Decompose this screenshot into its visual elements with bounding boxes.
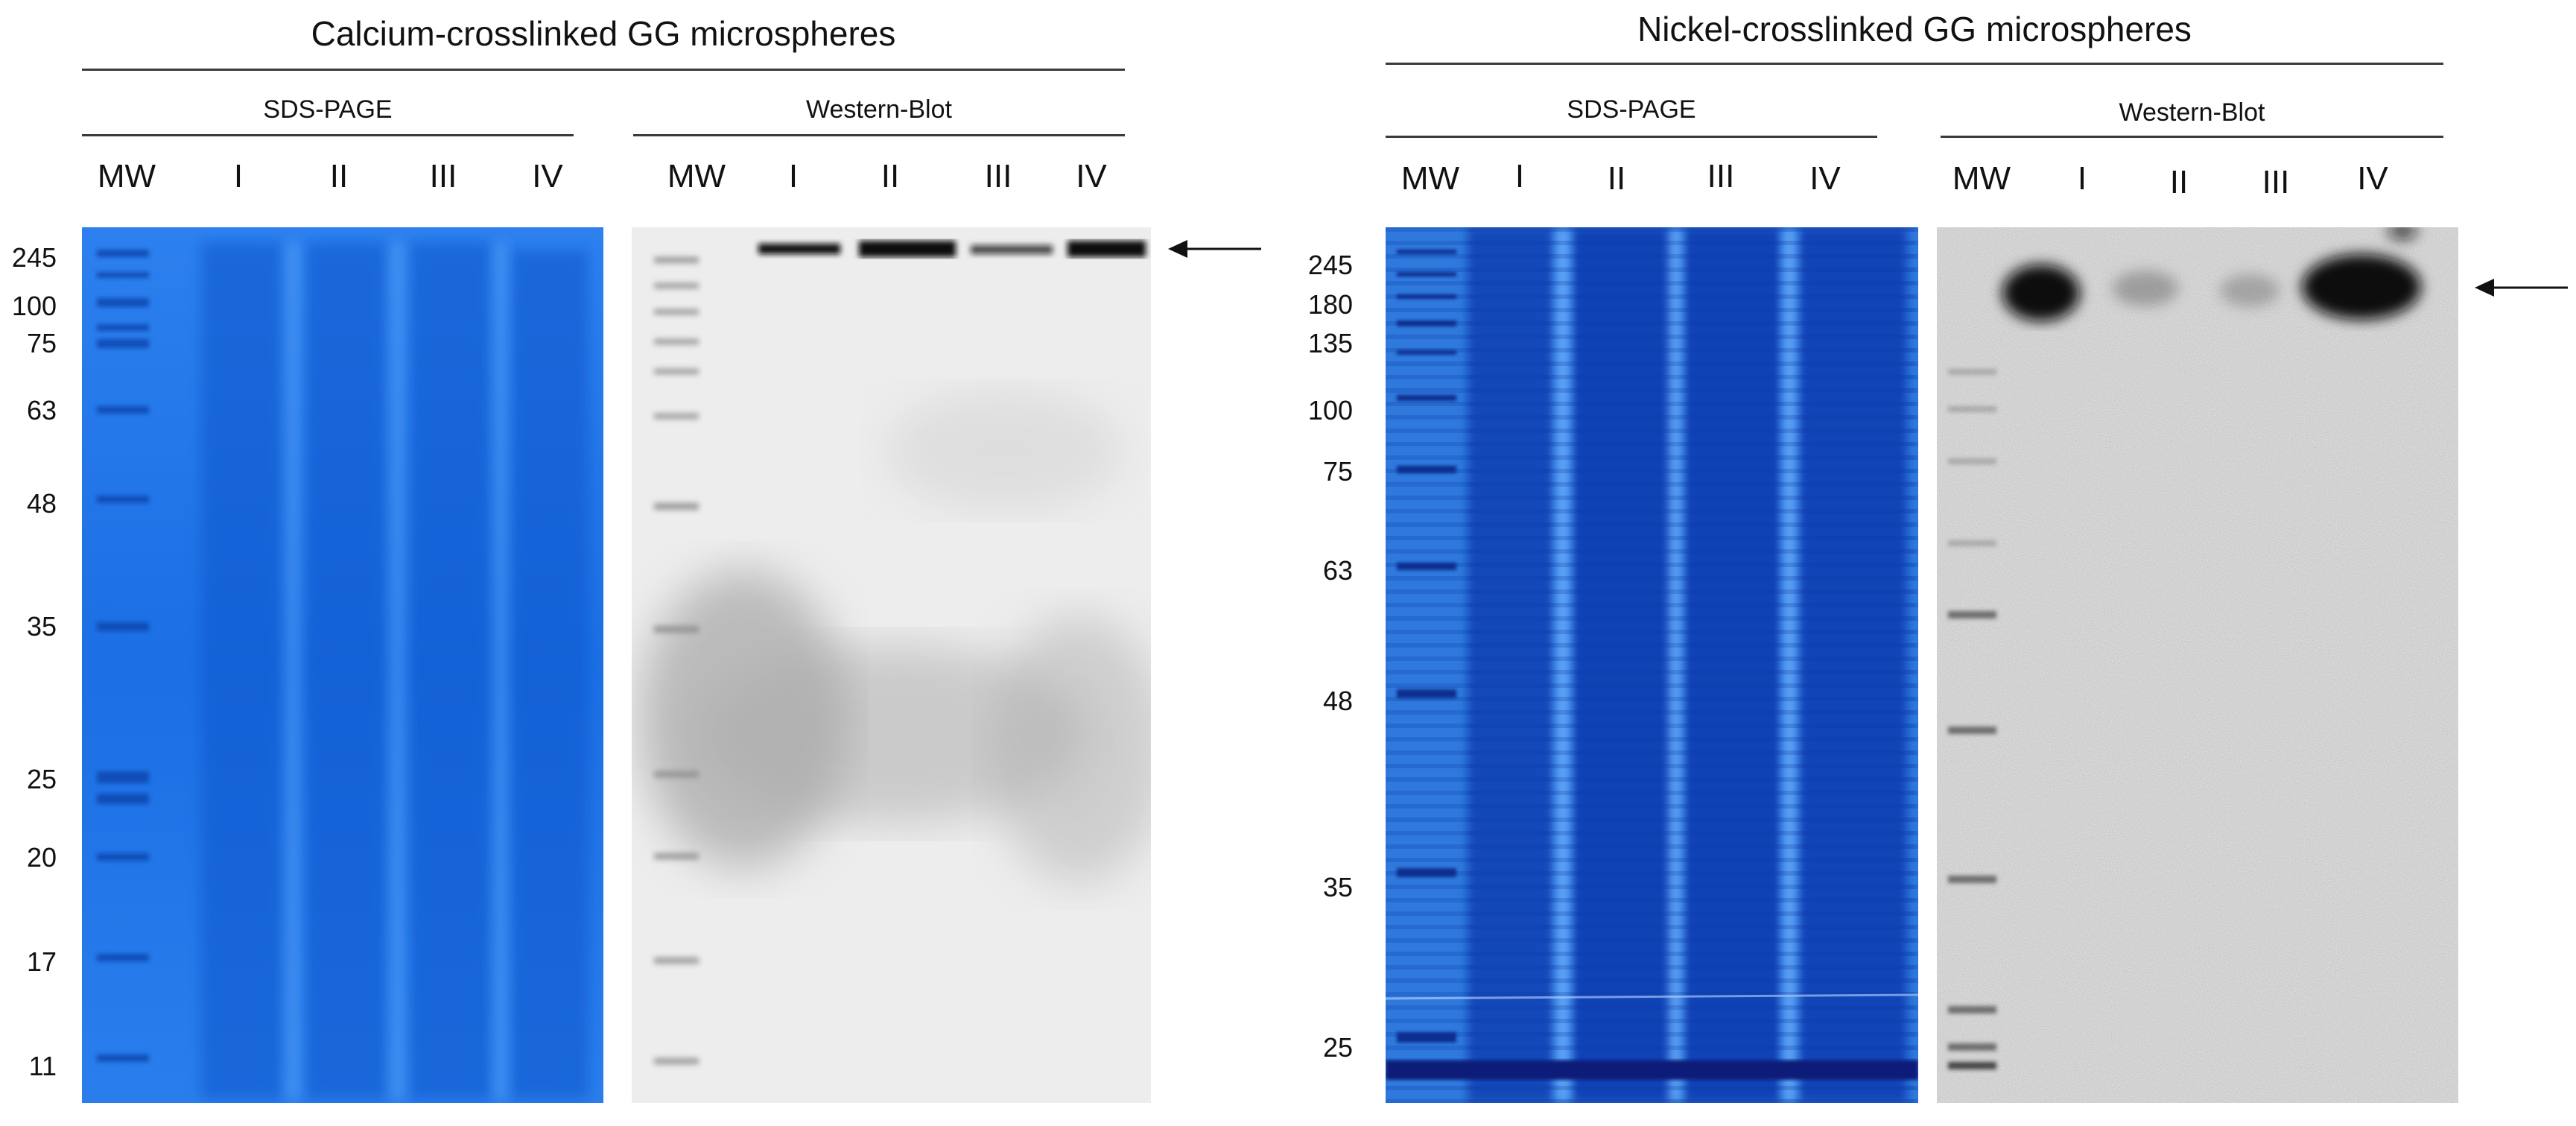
- calcium-sds-label: SDS-PAGE: [263, 95, 393, 124]
- calcium-sds-lane-3: III: [429, 158, 457, 194]
- calcium-sds-lane-mw: MW: [97, 158, 156, 194]
- calcium-mw-17: 17: [26, 946, 57, 977]
- nickel-mw-180: 180: [1307, 289, 1353, 320]
- nickel-wb-lane-1: I: [2077, 160, 2087, 197]
- nickel-western-blot: [1937, 227, 2458, 1103]
- nickel-mw-100: 100: [1307, 395, 1353, 426]
- calcium-mw-25: 25: [26, 764, 57, 794]
- nickel-wb-rule: [1941, 136, 2443, 138]
- calcium-mw-100: 100: [11, 291, 57, 321]
- calcium-sds-rule: [82, 134, 574, 136]
- calcium-target-band-arrow-icon: [1168, 235, 1261, 262]
- nickel-sds-gel: [1386, 227, 1918, 1103]
- calcium-panel-title: Calcium-crosslinked GG microspheres: [311, 14, 896, 53]
- nickel-wb-label: Western-Blot: [2119, 98, 2265, 127]
- calcium-mw-48: 48: [26, 488, 57, 519]
- nickel-sds-lane-1: I: [1514, 158, 1525, 194]
- nickel-sds-label: SDS-PAGE: [1567, 95, 1696, 124]
- nickel-mw-135: 135: [1307, 328, 1353, 358]
- nickel-sds-rule: [1386, 136, 1877, 138]
- nickel-mw-63: 63: [1322, 555, 1353, 586]
- calcium-wb-lane-2: II: [881, 158, 900, 194]
- nickel-panel-title: Nickel-crosslinked GG microspheres: [1637, 10, 2192, 48]
- nickel-sds-lane-4: IV: [1809, 160, 1841, 197]
- calcium-wb-rule: [633, 134, 1125, 136]
- calcium-mw-245: 245: [11, 242, 57, 273]
- calcium-wb-lane-1: I: [788, 158, 799, 194]
- nickel-sds-lane-2: II: [1607, 160, 1626, 197]
- calcium-sds-lane-1: I: [233, 158, 244, 194]
- calcium-sds-lane-4: IV: [532, 158, 563, 194]
- nickel-target-band-arrow-icon: [2475, 274, 2568, 301]
- nickel-wb-lane-3: III: [2262, 164, 2290, 200]
- nickel-wb-lane-4: IV: [2357, 160, 2388, 197]
- calcium-mw-75: 75: [26, 328, 57, 358]
- calcium-mw-11: 11: [28, 1051, 57, 1081]
- calcium-mw-63: 63: [26, 395, 57, 426]
- nickel-mw-245: 245: [1307, 250, 1353, 280]
- nickel-mw-75: 75: [1322, 456, 1353, 487]
- calcium-wb-lane-mw: MW: [667, 158, 726, 194]
- nickel-mw-25: 25: [1322, 1032, 1353, 1063]
- calcium-mw-20: 20: [26, 842, 57, 873]
- nickel-wb-lane-2: II: [2169, 164, 2189, 200]
- nickel-sds-lane-3: III: [1707, 158, 1735, 194]
- nickel-mw-35: 35: [1322, 872, 1353, 902]
- calcium-title-rule: [82, 69, 1125, 71]
- calcium-western-blot: [632, 227, 1151, 1103]
- nickel-wb-lane-mw: MW: [1952, 160, 2011, 197]
- calcium-mw-35: 35: [26, 611, 57, 642]
- nickel-title-rule: [1386, 63, 2443, 65]
- calcium-wb-lane-4: IV: [1076, 158, 1107, 194]
- calcium-sds-gel: [82, 227, 603, 1103]
- calcium-sds-lane-2: II: [329, 158, 349, 194]
- calcium-wb-lane-3: III: [984, 158, 1012, 194]
- nickel-mw-48: 48: [1322, 686, 1353, 716]
- calcium-wb-label: Western-Blot: [806, 95, 952, 124]
- nickel-sds-lane-mw: MW: [1400, 160, 1460, 197]
